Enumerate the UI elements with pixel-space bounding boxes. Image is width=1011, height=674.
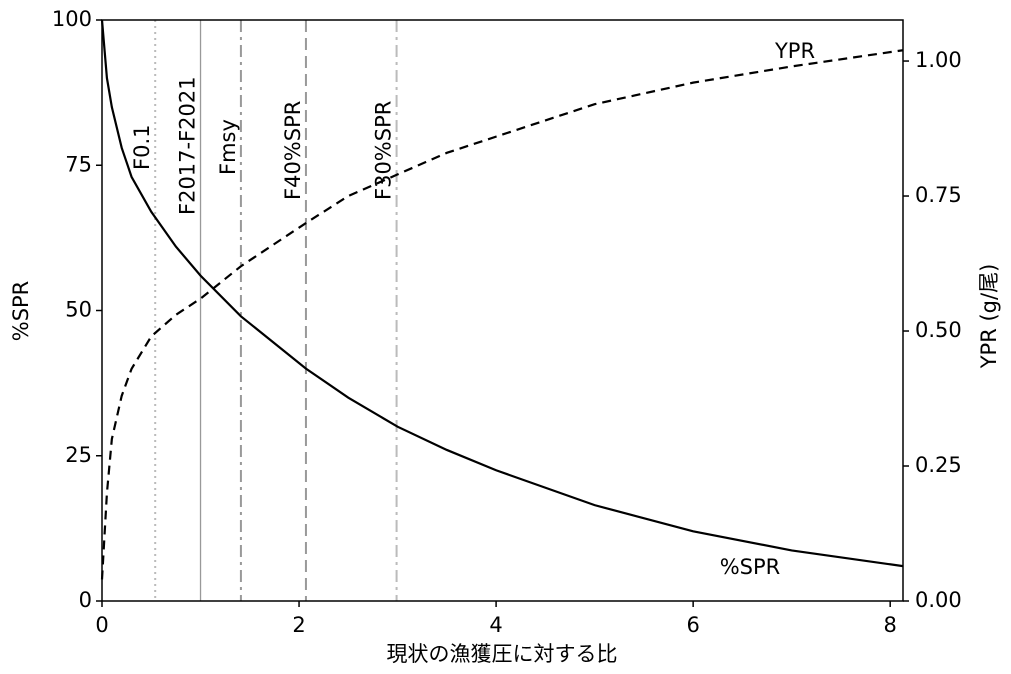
x-tick-label: 0 bbox=[95, 613, 108, 637]
series-label: YPR bbox=[774, 39, 815, 63]
x-tick-label: 2 bbox=[292, 613, 305, 637]
reference-label: F2017-F2021 bbox=[176, 76, 200, 215]
y-axis-label: %SPR bbox=[9, 281, 33, 342]
y-tick-label: 50 bbox=[65, 298, 92, 322]
y2-tick-label: 0.75 bbox=[915, 183, 962, 207]
series-line bbox=[100, 19, 904, 568]
y-tick-label: 0 bbox=[79, 588, 92, 612]
reference-label: F30%SPR bbox=[372, 101, 396, 200]
y2-tick-label: 0.00 bbox=[915, 588, 962, 612]
reference-label: F40%SPR bbox=[281, 101, 305, 200]
y-tick-label: 100 bbox=[52, 7, 92, 31]
series-label: %SPR bbox=[720, 555, 781, 579]
x-tick-label: 8 bbox=[884, 613, 897, 637]
y-tick-label: 25 bbox=[65, 443, 92, 467]
y2-tick-label: 0.25 bbox=[915, 453, 962, 477]
x-tick-label: 6 bbox=[686, 613, 699, 637]
y2-tick-label: 1.00 bbox=[915, 48, 962, 72]
reference-label: Fmsy bbox=[216, 119, 240, 175]
plot-frame bbox=[101, 19, 904, 602]
y2-axis-label: YPR (g/尾) bbox=[977, 264, 1001, 370]
y-tick-label: 75 bbox=[65, 152, 92, 176]
y2-tick-label: 0.50 bbox=[915, 318, 962, 342]
x-tick-label: 4 bbox=[489, 613, 502, 637]
reference-label: F0.1 bbox=[130, 125, 154, 170]
x-axis-label: 現状の漁獲圧に対する比 bbox=[387, 642, 618, 666]
